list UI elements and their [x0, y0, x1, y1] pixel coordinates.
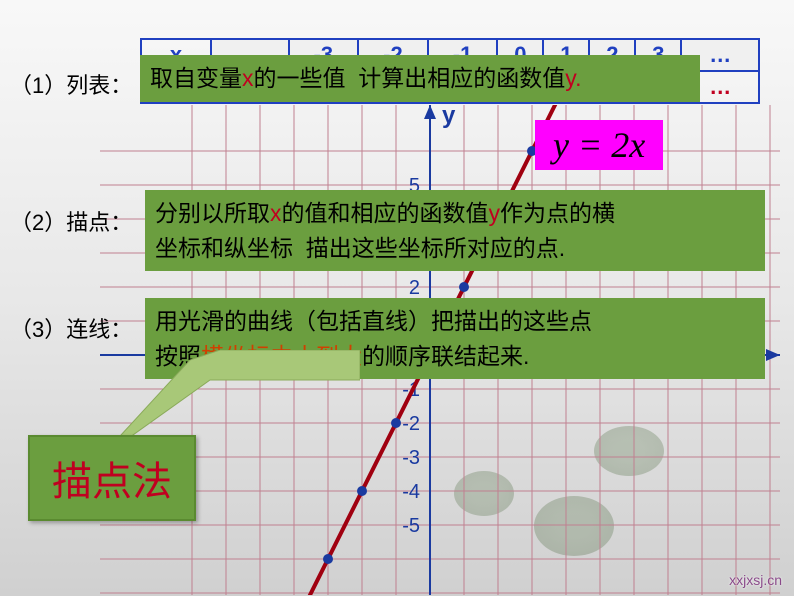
instruction-box-1: 取自变量x的一些值 计算出相应的函数值y. [140, 55, 700, 102]
svg-text:-2: -2 [402, 413, 420, 435]
svg-text:-5: -5 [402, 515, 420, 537]
svg-text:2: 2 [409, 277, 420, 299]
watermark-text: xxjxsj.cn [729, 572, 782, 588]
equation-label: y = 2x [535, 120, 663, 170]
method-title: 描点法 [28, 435, 196, 521]
instruction-box-2: 分别以所取x的值和相应的函数值y作为点的横 坐标和纵坐标 描出这些坐标所对应的点… [145, 190, 765, 271]
step-2-label: （2）描点： [10, 205, 132, 237]
svg-text:-3: -3 [402, 447, 420, 469]
step-1-label: （1）列表： [10, 68, 132, 100]
svg-text:-4: -4 [402, 481, 420, 503]
svg-text:y: y [442, 105, 456, 129]
step-3-label: （3）连线： [10, 312, 132, 344]
